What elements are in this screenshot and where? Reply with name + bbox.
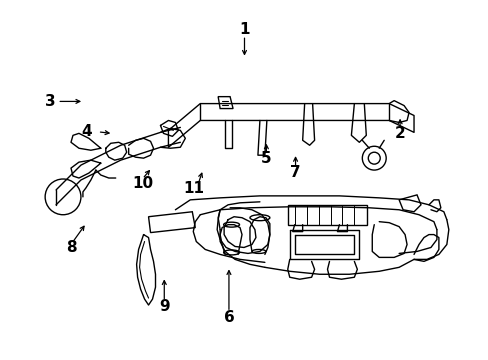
Text: 8: 8: [66, 240, 77, 255]
Text: 10: 10: [132, 176, 153, 191]
Text: 1: 1: [239, 22, 249, 37]
Text: 3: 3: [44, 94, 55, 109]
Text: 2: 2: [394, 126, 405, 141]
Text: 4: 4: [81, 124, 92, 139]
Text: 6: 6: [223, 310, 234, 325]
Text: 11: 11: [183, 181, 203, 197]
Text: 5: 5: [261, 151, 271, 166]
Text: 7: 7: [290, 165, 300, 180]
Text: 9: 9: [159, 299, 169, 314]
